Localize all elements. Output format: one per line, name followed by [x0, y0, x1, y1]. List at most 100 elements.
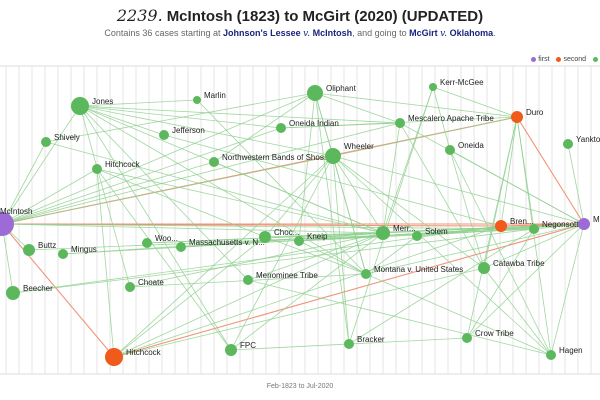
- case-node-marker[interactable]: [429, 83, 437, 91]
- case-node-marker[interactable]: [6, 286, 20, 300]
- case-node-marker[interactable]: [462, 333, 472, 343]
- case-node-kneip[interactable]: Kneip: [294, 232, 328, 246]
- case-node-marker[interactable]: [176, 242, 186, 252]
- case-node-marker[interactable]: [259, 231, 271, 243]
- case-number: 2239.: [116, 6, 163, 25]
- case-node-marker[interactable]: [276, 123, 286, 133]
- case-node-marker[interactable]: [563, 139, 573, 149]
- case-node-crowtribe[interactable]: Crow Tribe: [462, 329, 514, 343]
- start-case-link[interactable]: Johnson's Lessee v. McIntosh: [222, 28, 352, 39]
- citation-edge: [45, 92, 316, 143]
- case-node-mcintosh[interactable]: McIntosh: [0, 207, 32, 236]
- case-node-shively[interactable]: Shively: [41, 133, 80, 147]
- case-node-merr[interactable]: Merr...: [376, 224, 416, 240]
- end-case-link[interactable]: McGirt v. Oklahoma: [409, 28, 493, 39]
- case-node-beecher[interactable]: Beecher: [6, 284, 53, 300]
- case-node-mescalero[interactable]: Mescalero Apache Tribe: [395, 114, 494, 128]
- case-node-label: Shively: [54, 133, 80, 142]
- citation-edge: [1, 168, 98, 225]
- citation-edge: [483, 116, 518, 269]
- case-node-marker[interactable]: [325, 148, 341, 164]
- case-node-marker[interactable]: [529, 224, 539, 234]
- case-node-marker[interactable]: [193, 96, 201, 104]
- case-node-hagen[interactable]: Hagen: [546, 346, 583, 360]
- case-node-label: Buttz: [38, 241, 56, 250]
- case-node-hitchcock2[interactable]: Hitchcock: [105, 348, 162, 366]
- case-node-yankton[interactable]: Yankton: [563, 135, 600, 149]
- citation-edge: [449, 149, 552, 356]
- case-node-oliphant[interactable]: Oliphant: [307, 84, 357, 101]
- case-node-marker[interactable]: [41, 137, 51, 147]
- case-node-duro[interactable]: Duro: [511, 108, 544, 123]
- case-node-marker[interactable]: [58, 249, 68, 259]
- case-node-massachusetts[interactable]: Massachusetts v. N...: [176, 238, 265, 252]
- case-node-marker[interactable]: [209, 157, 219, 167]
- case-node-choate[interactable]: Choate: [125, 278, 164, 292]
- case-node-marker[interactable]: [125, 282, 135, 292]
- case-node-northwestern[interactable]: Northwestern Bands of Shos...: [209, 153, 331, 167]
- case-node-marlin[interactable]: Marlin: [193, 91, 226, 104]
- citation-edge: [466, 223, 585, 339]
- case-node-marker[interactable]: [478, 262, 490, 274]
- case-node-marker[interactable]: [511, 111, 523, 123]
- case-node-marker[interactable]: [344, 339, 354, 349]
- case-node-marker[interactable]: [495, 220, 507, 232]
- case-node-jones[interactable]: Jones: [71, 97, 113, 115]
- case-node-choc[interactable]: Choc...: [259, 228, 299, 243]
- case-node-marker[interactable]: [71, 97, 89, 115]
- citation-edge: [264, 236, 367, 275]
- case-node-label: Beecher: [23, 284, 53, 293]
- citation-edge: [1, 223, 535, 230]
- case-node-catawba[interactable]: Catawba Tribe: [478, 259, 545, 274]
- case-node-marker[interactable]: [0, 212, 14, 236]
- case-node-mingus[interactable]: Mingus: [58, 245, 97, 259]
- case-node-marker[interactable]: [142, 238, 152, 248]
- case-node-marker[interactable]: [546, 350, 556, 360]
- case-node-kerrmcgee[interactable]: Kerr-McGee: [429, 78, 484, 91]
- case-node-hitchcock1[interactable]: Hitchcock: [92, 160, 141, 174]
- case-node-buttz[interactable]: Buttz: [23, 241, 56, 256]
- case-node-label: Negonsott: [542, 220, 579, 229]
- case-node-fpc[interactable]: FPC: [225, 341, 256, 356]
- case-node-marker[interactable]: [412, 231, 422, 241]
- case-node-marker[interactable]: [395, 118, 405, 128]
- start-case-party-a: Johnson's Lessee: [222, 28, 301, 38]
- case-node-marker[interactable]: [294, 236, 304, 246]
- case-node-marker[interactable]: [376, 226, 390, 240]
- citation-edge: [1, 155, 334, 225]
- citation-edge: [79, 105, 232, 351]
- case-node-negonsott[interactable]: Negonsott: [529, 220, 579, 234]
- case-node-marker[interactable]: [92, 164, 102, 174]
- case-node-jefferson[interactable]: Jefferson: [159, 126, 205, 140]
- citation-edge: [348, 228, 535, 345]
- citation-edge: [180, 232, 384, 248]
- case-node-mcgirt[interactable]: Mc: [578, 215, 600, 230]
- case-node-label: Jefferson: [172, 126, 205, 135]
- case-node-montana[interactable]: Montana v. United States: [361, 265, 463, 279]
- case-node-oneidaindian[interactable]: Oneida Indian: [276, 119, 339, 133]
- case-node-marker[interactable]: [105, 348, 123, 366]
- citation-edge: [399, 122, 585, 225]
- case-node-bracker[interactable]: Bracker: [344, 335, 385, 349]
- case-node-label: Solem: [425, 227, 448, 236]
- case-node-wheeler[interactable]: Wheeler: [325, 142, 374, 164]
- case-node-woo[interactable]: Woo...: [142, 234, 178, 248]
- case-node-marker[interactable]: [445, 145, 455, 155]
- case-node-menominee[interactable]: Menominee Tribe: [243, 271, 318, 285]
- case-node-marker[interactable]: [307, 85, 323, 101]
- case-node-marker[interactable]: [159, 130, 169, 140]
- subtitle-middle: , and going to: [352, 28, 410, 38]
- case-node-oneida[interactable]: Oneida: [445, 141, 484, 155]
- case-node-bren[interactable]: Bren...: [495, 217, 534, 232]
- citation-edge: [332, 155, 367, 275]
- citation-edge: [45, 141, 384, 234]
- citation-edge: [365, 223, 585, 275]
- case-node-marker[interactable]: [361, 269, 371, 279]
- case-node-label: Menominee Tribe: [256, 271, 318, 280]
- case-node-marker[interactable]: [23, 244, 35, 256]
- case-node-marker[interactable]: [225, 344, 237, 356]
- case-node-marker[interactable]: [578, 218, 590, 230]
- case-node-marker[interactable]: [243, 275, 253, 285]
- citation-edge: [79, 105, 165, 136]
- case-node-solem[interactable]: Solem: [412, 227, 448, 241]
